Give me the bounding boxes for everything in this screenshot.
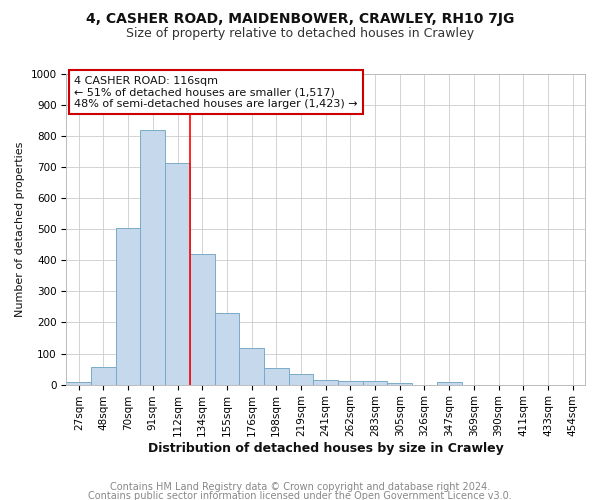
Y-axis label: Number of detached properties: Number of detached properties [15, 142, 25, 317]
Text: 4, CASHER ROAD, MAIDENBOWER, CRAWLEY, RH10 7JG: 4, CASHER ROAD, MAIDENBOWER, CRAWLEY, RH… [86, 12, 514, 26]
Bar [140, 130, 165, 384]
Bar [289, 374, 313, 384]
Bar [116, 228, 140, 384]
Text: Contains public sector information licensed under the Open Government Licence v3: Contains public sector information licen… [88, 491, 512, 500]
Bar [215, 313, 239, 384]
Bar [437, 382, 461, 384]
Bar [190, 254, 215, 384]
Text: Size of property relative to detached houses in Crawley: Size of property relative to detached ho… [126, 28, 474, 40]
Bar [165, 162, 190, 384]
Text: 4 CASHER ROAD: 116sqm
← 51% of detached houses are smaller (1,517)
48% of semi-d: 4 CASHER ROAD: 116sqm ← 51% of detached … [74, 76, 358, 109]
Bar [313, 380, 338, 384]
Bar [239, 348, 264, 384]
X-axis label: Distribution of detached houses by size in Crawley: Distribution of detached houses by size … [148, 442, 503, 455]
Bar [338, 382, 363, 384]
Bar [363, 382, 388, 384]
Text: Contains HM Land Registry data © Crown copyright and database right 2024.: Contains HM Land Registry data © Crown c… [110, 482, 490, 492]
Bar [264, 368, 289, 384]
Bar [91, 367, 116, 384]
Bar [67, 382, 91, 384]
Bar [388, 383, 412, 384]
